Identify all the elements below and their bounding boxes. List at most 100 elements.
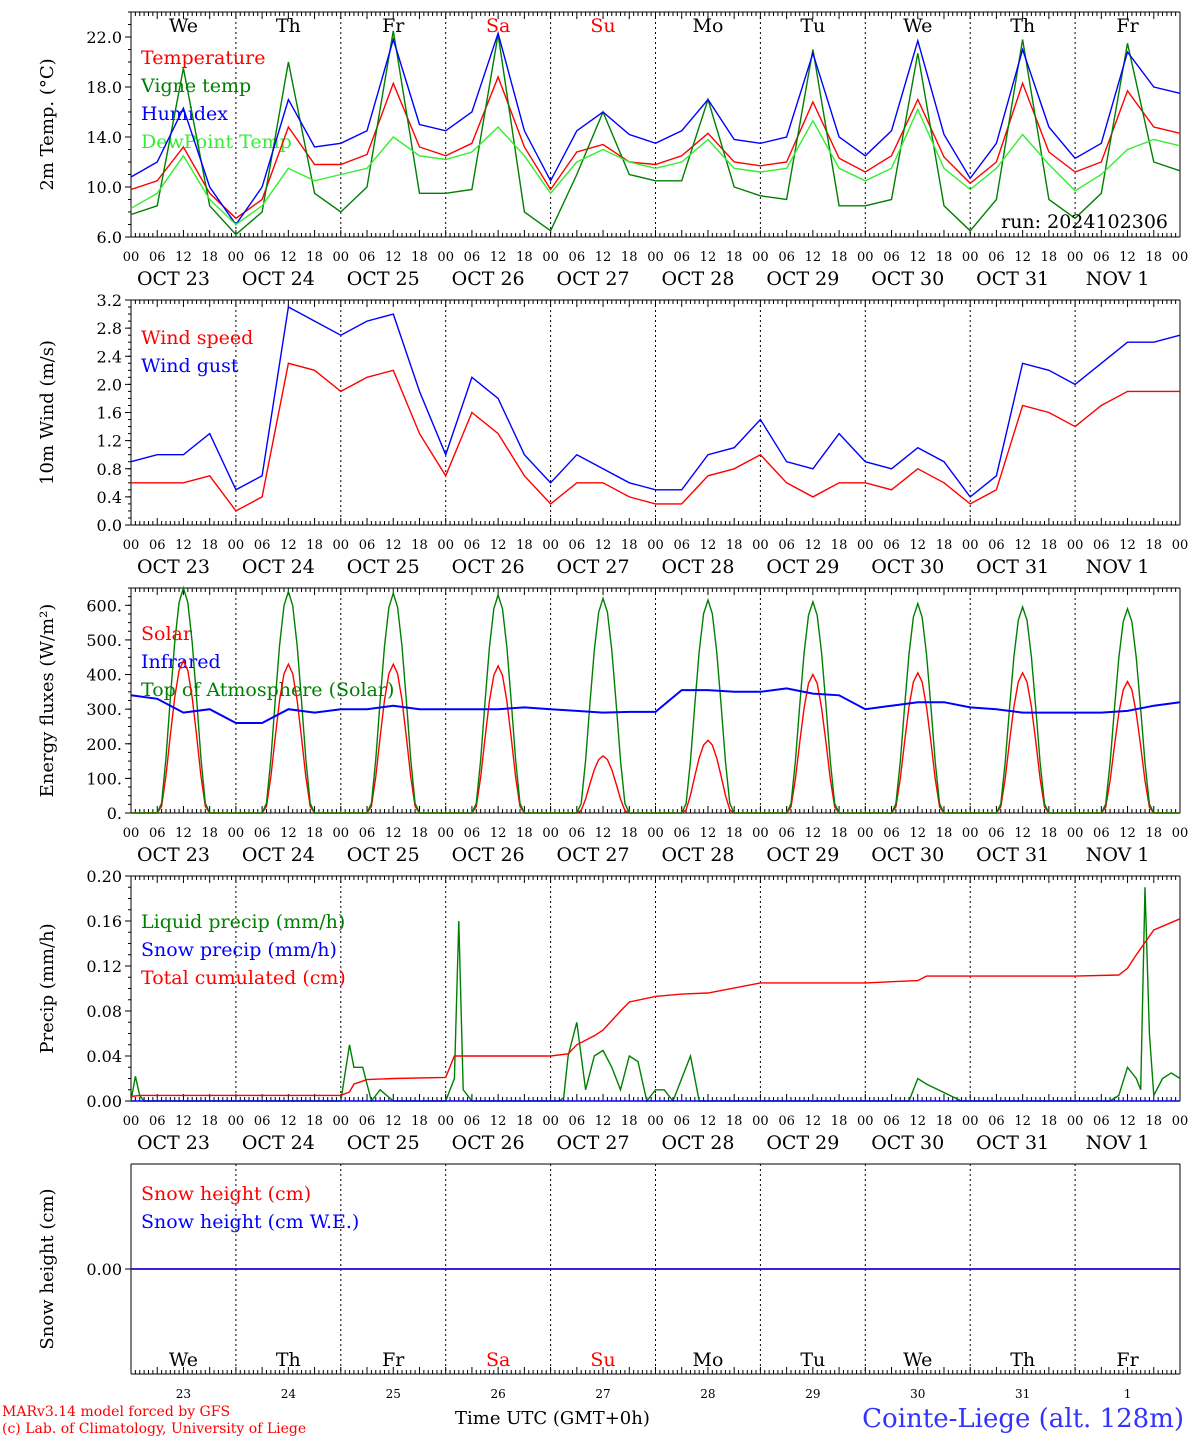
day-number: 29	[805, 1387, 820, 1401]
day-name-bottom: Mo	[692, 1349, 723, 1371]
y-tick-label: 1.6	[97, 404, 122, 423]
date-label: NOV 1	[1086, 556, 1150, 578]
hour-label: 12	[700, 250, 717, 265]
day-number: 24	[281, 1387, 297, 1401]
hour-label: 00	[542, 1114, 559, 1129]
hour-label: 18	[411, 826, 428, 841]
hour-label: 18	[201, 826, 218, 841]
day-name-bottom: We	[169, 1349, 198, 1371]
hour-label: 06	[673, 250, 690, 265]
hour-label: 12	[805, 538, 822, 553]
day-number: 26	[491, 1387, 506, 1401]
hour-label: 18	[936, 1114, 953, 1129]
day-name-bottom: Tu	[800, 1349, 825, 1371]
station-label: Cointe-Liege (alt. 128m)	[862, 1404, 1184, 1434]
day-name: We	[903, 15, 932, 37]
hour-label: 18	[726, 538, 743, 553]
day-number: 1	[1124, 1387, 1132, 1401]
date-label: OCT 31	[976, 844, 1049, 866]
panel-4: 0.00 0.04 0.08 0.12 0.16 0.20 Precip (mm/h) 00 0…	[37, 867, 1188, 1154]
hour-label: 12	[1119, 826, 1136, 841]
series-line	[131, 585, 1180, 814]
date-label: OCT 27	[557, 556, 630, 578]
hour-label: 00	[1067, 1114, 1084, 1129]
hour-label: 18	[1146, 250, 1163, 265]
y-tick-label: 0.4	[97, 488, 122, 507]
hour-label: 06	[569, 826, 586, 841]
hour-label: 00	[228, 250, 245, 265]
hour-label: 18	[306, 538, 323, 553]
date-label: OCT 24	[242, 1132, 315, 1154]
hour-label: 18	[201, 250, 218, 265]
hour-label: 18	[621, 538, 638, 553]
hour-label: 06	[149, 826, 166, 841]
hour-label: 18	[726, 250, 743, 265]
y-tick-label: 0.8	[97, 460, 122, 479]
hour-label: 06	[569, 538, 586, 553]
hour-label: 06	[988, 250, 1005, 265]
y-axis-label: 10m Wind (m/s)	[37, 340, 58, 485]
hour-label: 00	[752, 250, 769, 265]
hour-label: 06	[254, 538, 271, 553]
hour-label: 06	[464, 826, 481, 841]
y-axis-label: 2m Temp. (°C)	[37, 58, 58, 190]
y-tick-label: 2.8	[97, 319, 122, 338]
hour-label: 18	[936, 250, 953, 265]
y-tick-label: 2.0	[97, 375, 122, 394]
hour-label: 00	[1172, 1114, 1189, 1129]
date-label: OCT 27	[557, 268, 630, 290]
hour-label: 00	[962, 1114, 979, 1129]
hour-label: 06	[778, 538, 795, 553]
series-line	[131, 362, 1180, 512]
hour-label: 00	[962, 538, 979, 553]
day-name-bottom: Sa	[486, 1349, 510, 1371]
hour-label: 00	[228, 1114, 245, 1129]
hour-label: 18	[411, 1114, 428, 1129]
hour-label: 12	[1119, 538, 1136, 553]
y-tick-label: 1.2	[97, 432, 122, 451]
run-label: run: 2024102306	[1001, 211, 1168, 233]
hour-label: 12	[490, 250, 507, 265]
hour-label: 00	[647, 538, 664, 553]
hour-label: 00	[123, 826, 140, 841]
hour-label: 06	[988, 538, 1005, 553]
hour-label: 00	[123, 1114, 140, 1129]
hour-label: 00	[752, 538, 769, 553]
y-tick-label: 22.0	[86, 28, 122, 47]
day-name: Th	[1010, 15, 1035, 37]
y-tick-label: 0.00	[86, 1260, 122, 1279]
hour-label: 00	[647, 1114, 664, 1129]
hour-label: 00	[228, 538, 245, 553]
hour-label: 18	[411, 538, 428, 553]
legend-entry: Total cumulated (cm)	[141, 967, 346, 989]
hour-label: 06	[254, 826, 271, 841]
hour-label: 00	[1067, 826, 1084, 841]
hour-label: 18	[621, 1114, 638, 1129]
hour-label: 00	[542, 250, 559, 265]
day-name: Fr	[382, 15, 405, 37]
date-label: OCT 31	[976, 1132, 1049, 1154]
date-label: NOV 1	[1086, 268, 1150, 290]
hour-label: 18	[936, 538, 953, 553]
y-axis-label: Snow height (cm)	[37, 1188, 58, 1349]
hour-label: 06	[1093, 826, 1110, 841]
y-tick-label: 0.08	[86, 1002, 122, 1021]
hour-label: 06	[1093, 250, 1110, 265]
series-line	[130, 305, 1181, 498]
date-label: NOV 1	[1086, 1132, 1150, 1154]
hour-label: 18	[201, 538, 218, 553]
hour-label: 06	[359, 826, 376, 841]
model-credit: MARv3.14 model forced by GFS	[2, 1404, 231, 1420]
legend-entry: Top of Atmosphere (Solar)	[141, 679, 394, 701]
date-label: OCT 29	[766, 268, 839, 290]
hour-label: 12	[385, 1114, 402, 1129]
legend-entry: Temperature	[141, 47, 265, 69]
date-label: OCT 27	[557, 1132, 630, 1154]
date-label: OCT 27	[557, 844, 630, 866]
date-label: OCT 28	[661, 844, 734, 866]
date-label: OCT 23	[137, 556, 210, 578]
hour-label: 12	[595, 250, 612, 265]
day-name: Fr	[1116, 15, 1139, 37]
hour-label: 00	[333, 250, 350, 265]
hour-label: 06	[254, 1114, 271, 1129]
